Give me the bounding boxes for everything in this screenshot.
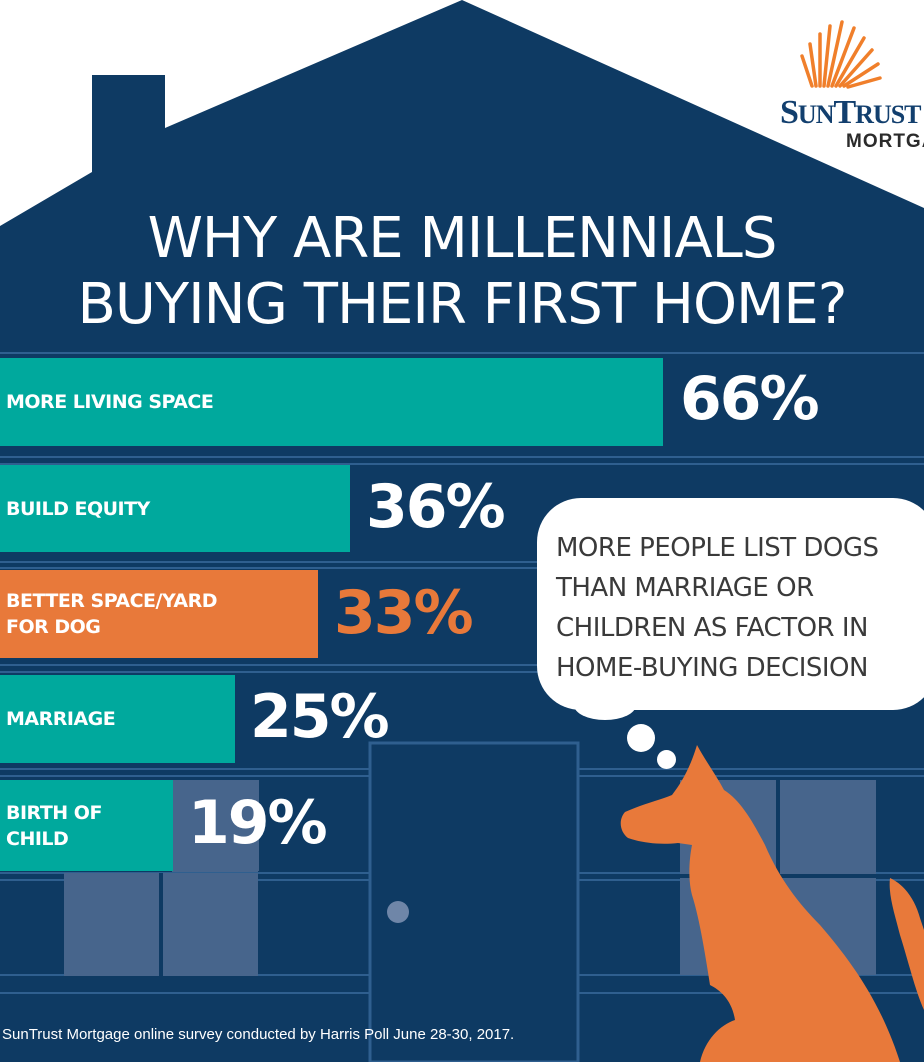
callout-text: MORE PEOPLE LIST DOGS THAN MARRIAGE OR C… bbox=[556, 533, 879, 683]
bar-yard-for-dog: BETTER SPACE/YARD FOR DOG bbox=[0, 570, 318, 658]
bubble-dot-large bbox=[627, 724, 655, 752]
title-line-2: BUYING THEIR FIRST HOME? bbox=[77, 272, 848, 337]
brand-subtitle: MORTGAGE bbox=[846, 131, 924, 152]
bar-value: 19% bbox=[188, 788, 328, 858]
title-line-1: WHY ARE MILLENNIALS bbox=[147, 206, 778, 271]
bar-label: MORE LIVING SPACE bbox=[6, 391, 214, 413]
bar-label: BUILD EQUITY bbox=[6, 497, 150, 520]
bar-label: MARRIAGE bbox=[6, 708, 116, 730]
sunburst-icon bbox=[800, 20, 882, 89]
door bbox=[368, 741, 580, 1062]
bar-value: 66% bbox=[680, 364, 820, 434]
bar-build-equity: BUILD EQUITY bbox=[0, 465, 350, 552]
bar-marriage: MARRIAGE bbox=[0, 675, 235, 763]
window-pane bbox=[173, 780, 259, 871]
bubble-dot-small bbox=[657, 750, 676, 769]
window-left bbox=[64, 873, 258, 976]
bar-value-highlight: 33% bbox=[334, 578, 474, 648]
source-footnote: SunTrust Mortgage online survey conducte… bbox=[2, 1026, 515, 1043]
thought-bubble bbox=[537, 498, 924, 710]
bar-value: 36% bbox=[366, 472, 506, 542]
bar-label: BIRTH OF CHILD bbox=[6, 801, 102, 850]
door-knob bbox=[387, 901, 409, 923]
suntrust-logo: SUNTRUST MORTGAGE bbox=[754, 14, 924, 152]
bar-more-living-space: MORE LIVING SPACE bbox=[0, 358, 663, 446]
bubble-tail-puff bbox=[574, 690, 636, 720]
bar-value: 25% bbox=[250, 682, 390, 752]
bar-label: BETTER SPACE/YARD FOR DOG bbox=[6, 590, 218, 638]
bar-birth-of-child: BIRTH OF CHILD bbox=[0, 780, 173, 871]
page-title: WHY ARE MILLENNIALS BUYING THEIR FIRST H… bbox=[0, 206, 924, 338]
brand-name: SUNTRUST bbox=[780, 94, 922, 131]
